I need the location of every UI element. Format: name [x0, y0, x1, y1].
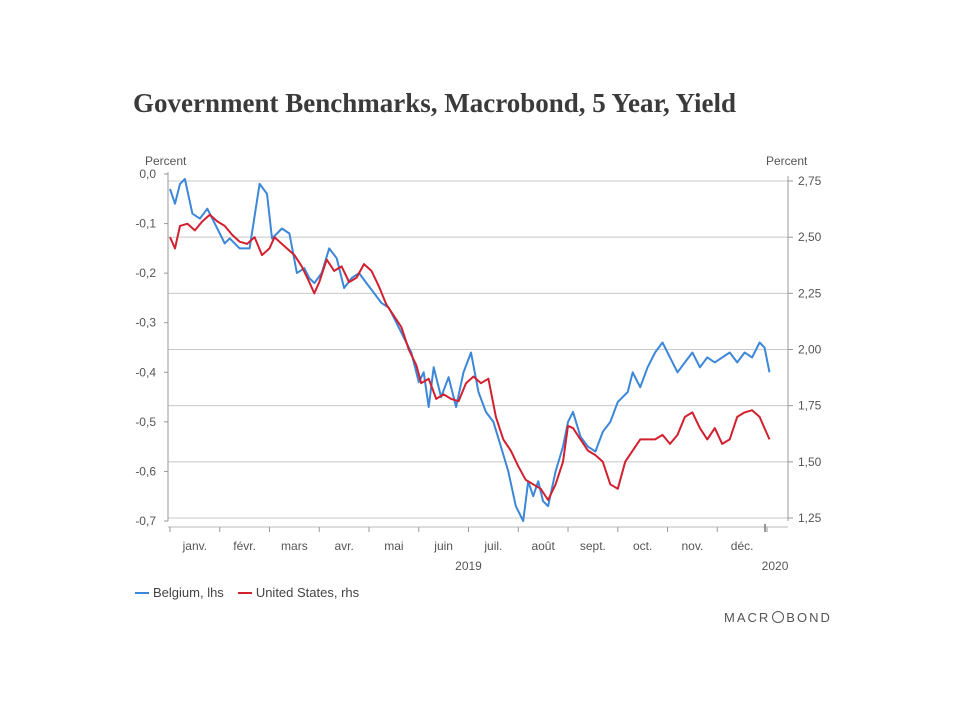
right-tick-label: 1,25 [798, 511, 822, 525]
brand-text-pre: MACR [724, 610, 771, 625]
legend-label-belgium: Belgium, lhs [153, 585, 224, 600]
right-tick-label: 2,25 [798, 286, 822, 300]
brand-text-post: BOND [786, 610, 832, 625]
x-month-label: juin [433, 539, 453, 553]
left-tick-label: -0,3 [135, 316, 156, 330]
left-tick-label: -0,6 [135, 464, 156, 478]
x-year-label: 2019 [455, 559, 482, 573]
right-tick-label: 1,50 [798, 455, 822, 469]
left-tick-label: -0,4 [135, 365, 156, 379]
x-month-label: juil. [483, 539, 502, 553]
right-axis-label: Percent [766, 154, 808, 168]
x-month-label: sept. [580, 539, 606, 553]
left-tick-label: -0,7 [135, 514, 156, 528]
legend-item-belgium[interactable]: Belgium, lhs [135, 585, 224, 600]
x-month-label: janv. [182, 539, 207, 553]
right-tick-label: 1,75 [798, 399, 822, 413]
axes [167, 172, 789, 528]
x-axis-ticks: janv. févr. mars avr. mai juin juil. août sept. o… [169, 524, 789, 573]
right-tick-label: 2,50 [798, 230, 822, 244]
legend-item-united-states[interactable]: United States, rhs [237, 585, 360, 600]
series-group [169, 178, 771, 522]
legend-label-united-states: United States, rhs [255, 585, 360, 600]
legend: Belgium, lhs United States, rhs [135, 585, 367, 600]
x-month-label: mai [384, 539, 403, 553]
right-tick-label: 2,75 [798, 174, 822, 188]
macrobond-logo: MACR BOND [724, 610, 832, 625]
legend-swatch-belgium [135, 591, 149, 594]
x-month-label: déc. [731, 539, 754, 553]
x-month-label: mars [281, 539, 308, 553]
series-line-belgium [169, 178, 771, 522]
x-month-label: avr. [334, 539, 353, 553]
grid-lines [168, 180, 788, 519]
left-axis-label: Percent [145, 154, 187, 168]
series-line-united-states [169, 213, 771, 501]
left-tick-label: -0,1 [135, 217, 156, 231]
left-tick-label: -0,2 [135, 266, 156, 280]
left-tick-label: -0,5 [135, 415, 156, 429]
x-month-label: févr. [233, 539, 256, 553]
right-tick-label: 2,00 [798, 343, 822, 357]
brand-o-circle-icon [772, 611, 785, 623]
x-month-label: août [531, 539, 555, 553]
x-year-label: 2020 [762, 559, 789, 573]
left-tick-label: 0,0 [139, 167, 156, 181]
right-axis-ticks: 2,75 2,50 2,25 2,00 1,75 1,50 1,25 [788, 174, 822, 525]
x-month-label: oct. [633, 539, 652, 553]
legend-swatch-united-states [237, 591, 252, 594]
chart-title: Government Benchmarks, Macrobond, 5 Year… [133, 88, 736, 118]
x-month-label: nov. [681, 539, 703, 553]
left-axis-ticks: 0,0 -0,1 -0,2 -0,3 -0,4 -0,5 -0,6 -0,7 [135, 167, 168, 528]
